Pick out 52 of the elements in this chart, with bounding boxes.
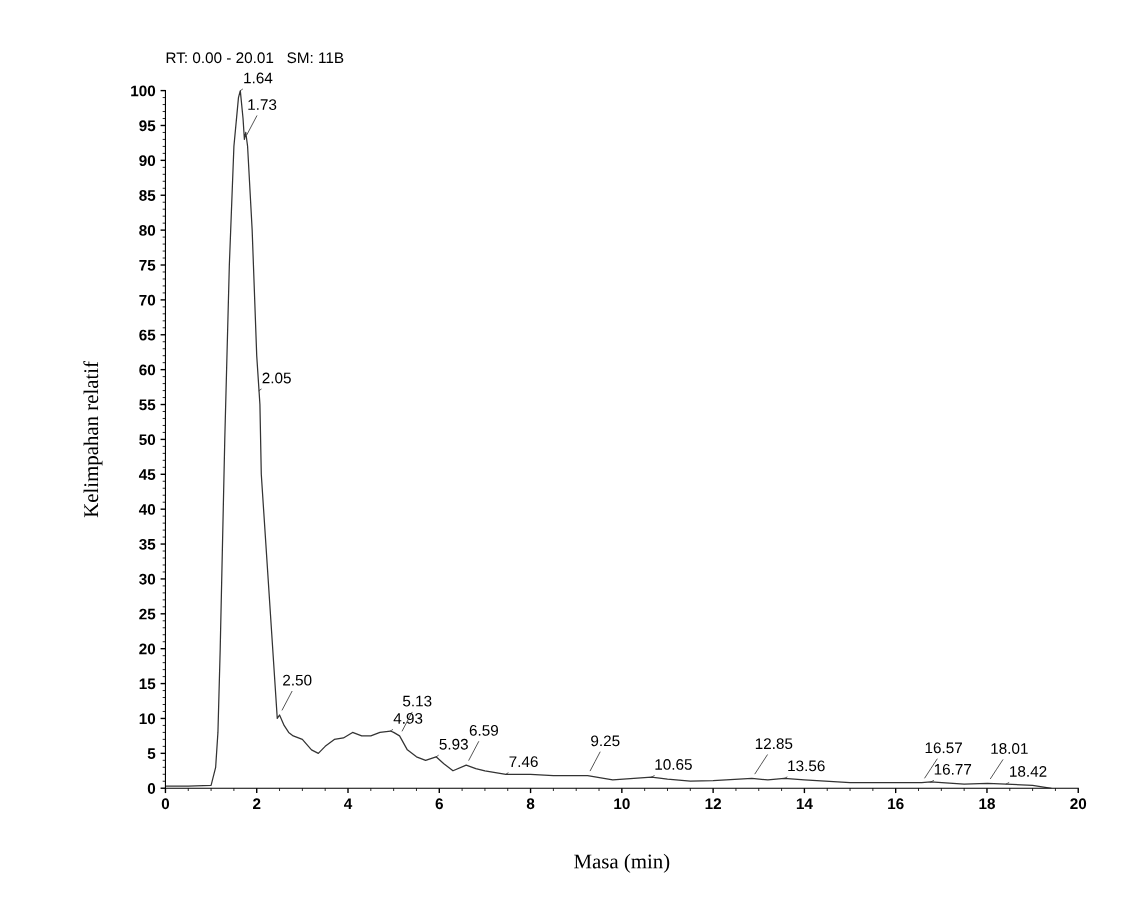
annotation: 18.42: [1010, 766, 1047, 777]
y-tick-label: 90: [139, 155, 156, 167]
annotation: 12.85: [755, 738, 793, 750]
annotation: 5.93: [439, 738, 468, 750]
annotation: 2.05: [262, 372, 291, 384]
x-tick-label: 4: [343, 798, 353, 810]
annotation: 9.25: [591, 735, 620, 747]
annotation: 4.93: [393, 713, 423, 724]
y-tick-label: 80: [139, 224, 156, 236]
x-tick-label: 16: [888, 798, 904, 810]
annotation: 16.57: [925, 742, 962, 754]
y-tick-label: 35: [139, 538, 156, 550]
x-tick-label: 2: [253, 798, 261, 810]
x-tick-label: 18: [979, 798, 995, 810]
y-tick-label: 40: [138, 504, 156, 515]
y-tick-label: 70: [139, 294, 156, 306]
y-tick-label: 95: [139, 120, 156, 132]
annotation: 1.73: [248, 99, 277, 111]
annotation: 16.77: [934, 763, 972, 775]
x-tick-label: 10: [614, 798, 630, 810]
y-tick-label: 100: [131, 85, 156, 97]
y-tick-label: 25: [139, 608, 156, 620]
x-tick-label: 8: [526, 798, 535, 810]
y-tick-label: 65: [139, 329, 156, 341]
y-tick-label: 60: [139, 364, 156, 376]
y-tick-label: 10: [139, 713, 156, 725]
y-tick-label: 50: [139, 434, 156, 446]
annotation: 7.46: [509, 756, 538, 768]
y-tick-label: 0: [147, 783, 156, 794]
y-tick-label: 75: [139, 260, 156, 271]
text: RT: 0.00 - 20.01 SM: 11B: [166, 52, 344, 64]
annotation: 13.56: [788, 760, 825, 772]
x-tick-label: 0: [161, 798, 170, 810]
annotation: 1.64: [244, 72, 273, 84]
y-tick-label: 85: [139, 190, 156, 201]
x-axis-title: Masa (min): [574, 853, 670, 873]
x-tick-label: 12: [705, 798, 722, 810]
y-tick-label: 45: [138, 469, 156, 480]
annotation: 6.59: [469, 724, 498, 736]
y-tick-label: 15: [139, 678, 156, 690]
x-tick-label: 20: [1070, 798, 1087, 810]
y-tick-label: 20: [139, 643, 156, 655]
annotation: 5.13: [402, 695, 432, 707]
annotation: 18.01: [991, 743, 1028, 754]
y-tick-label: 30: [139, 573, 156, 585]
y-tick-label: 55: [139, 399, 156, 411]
y-axis-title: Kelimpahan relatif: [83, 361, 103, 518]
x-tick-label: 6: [435, 798, 443, 810]
annotation: 2.50: [283, 674, 312, 686]
x-tick-label: 14: [796, 798, 813, 810]
annotation: 10.65: [655, 759, 692, 770]
y-tick-label: 5: [147, 748, 156, 760]
